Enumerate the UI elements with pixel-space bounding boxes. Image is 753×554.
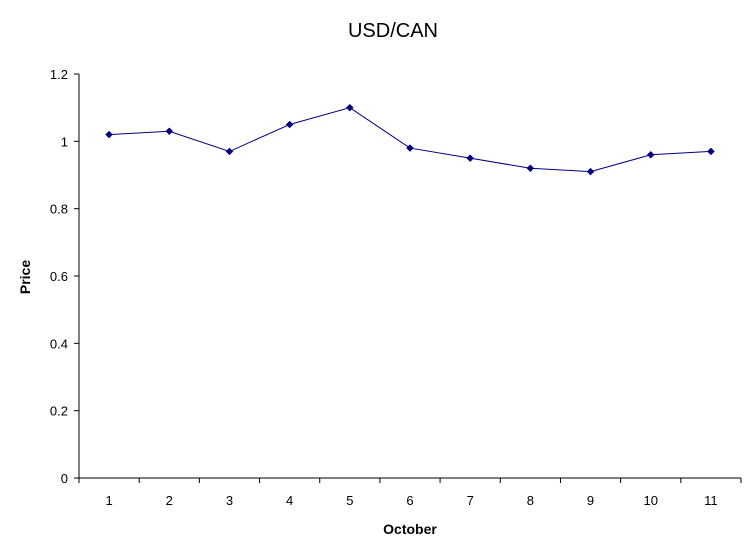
x-tick-label: 11 xyxy=(704,493,718,508)
data-point xyxy=(345,103,354,112)
y-tick-label: 0.8 xyxy=(50,202,68,217)
x-tick-label: 9 xyxy=(587,493,594,508)
x-tick-label: 2 xyxy=(166,493,173,508)
data-point xyxy=(586,167,595,176)
chart-title: USD/CAN xyxy=(348,20,438,42)
x-tick-label: 5 xyxy=(346,493,353,508)
y-tick-label: 0.6 xyxy=(50,269,68,284)
x-tick-label: 3 xyxy=(226,493,233,508)
y-axis-title: Price xyxy=(17,260,33,294)
y-tick-label: 1.2 xyxy=(50,67,68,82)
data-point xyxy=(707,147,715,156)
x-axis-title: October xyxy=(383,521,437,537)
y-axis-ticks: 0 0.2 0.4 0.6 0.8 1 1.2 xyxy=(50,67,79,486)
x-tick-label: 4 xyxy=(286,493,293,508)
x-tick-label: 10 xyxy=(643,493,657,508)
data-point xyxy=(225,147,234,156)
y-tick-label: 0 xyxy=(61,471,68,486)
x-tick-label: 8 xyxy=(527,493,534,508)
data-point xyxy=(165,127,174,136)
x-tick-label: 6 xyxy=(406,493,413,508)
data-point xyxy=(526,164,535,173)
series-line xyxy=(109,107,711,173)
data-point xyxy=(105,130,113,139)
y-tick-label: 0.4 xyxy=(50,336,68,351)
x-axis-ticks: 1 2 3 4 5 6 7 8 9 10 11 xyxy=(78,478,742,508)
series-group xyxy=(105,103,715,176)
y-tick-label: 0.2 xyxy=(50,404,68,419)
data-point xyxy=(466,154,475,163)
data-point xyxy=(285,120,294,129)
data-point xyxy=(406,144,414,152)
y-tick-label: 1 xyxy=(61,134,68,149)
x-tick-label: 1 xyxy=(105,493,112,508)
data-point xyxy=(646,150,655,159)
x-tick-label: 7 xyxy=(467,493,474,508)
